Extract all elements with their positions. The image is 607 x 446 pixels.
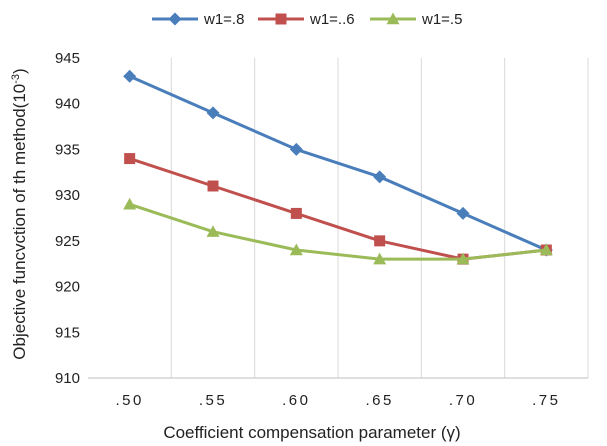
y-tick-label: 915 <box>55 324 80 341</box>
y-tick-label: 945 <box>55 50 80 67</box>
x-tick-label: .75 <box>532 392 560 409</box>
data-point <box>123 197 137 210</box>
legend: w1=.8 w1=..6 w1=.5 <box>152 11 462 28</box>
series-line <box>129 74 547 252</box>
legend-label: w1=..6 <box>309 11 355 28</box>
data-point <box>290 207 302 219</box>
x-axis-title: Coefficient compensation parameter (γ) <box>163 423 460 442</box>
y-axis-title: Objective funcvction of th method(10-3) <box>10 68 29 359</box>
data-point <box>289 142 303 156</box>
y-tick-label: 935 <box>55 141 80 158</box>
legend-marker <box>275 13 287 25</box>
x-tick-label: .70 <box>449 392 477 409</box>
data-point <box>374 235 386 247</box>
vertical-gridlines <box>170 58 589 378</box>
data-point <box>289 243 303 256</box>
legend-label: w1=.5 <box>421 11 462 28</box>
data-point <box>123 69 137 83</box>
y-tick-label: 910 <box>55 370 80 387</box>
y-tick-labels: 910 915 920 925 930 935 940 945 <box>55 50 80 387</box>
y-tick-label: 930 <box>55 187 80 204</box>
data-point <box>206 106 220 120</box>
series-3 <box>123 197 553 265</box>
legend-item: w1=..6 <box>258 11 355 28</box>
y-tick-label: 940 <box>55 96 80 113</box>
x-tick-label: .55 <box>199 392 227 409</box>
y-axis-title-main: Objective funcvction of th method(10 <box>10 84 29 360</box>
y-axis-title-suffix: ) <box>10 68 29 74</box>
data-point <box>456 252 470 265</box>
legend-item: w1=.8 <box>152 11 244 28</box>
data-point <box>373 170 387 184</box>
y-tick-label: 925 <box>55 233 80 250</box>
y-axis-title-exponent: -3 <box>10 74 22 84</box>
series-line <box>129 202 547 261</box>
x-tick-label: .50 <box>115 392 143 409</box>
data-point <box>206 225 220 237</box>
y-tick-label: 920 <box>55 279 80 296</box>
data-point <box>373 252 387 265</box>
series-group <box>123 69 553 265</box>
legend-marker <box>386 12 400 25</box>
data-point <box>539 243 553 256</box>
data-point <box>456 206 470 220</box>
x-tick-labels: .50 .55 .60 .65 .70 .75 <box>115 392 560 409</box>
x-tick-label: .60 <box>282 392 310 409</box>
x-tick-label: .65 <box>365 392 393 409</box>
legend-item: w1=.5 <box>370 11 462 28</box>
data-point <box>124 153 136 165</box>
legend-marker <box>168 12 182 26</box>
data-point <box>207 180 219 192</box>
legend-label: w1=.8 <box>203 11 244 28</box>
